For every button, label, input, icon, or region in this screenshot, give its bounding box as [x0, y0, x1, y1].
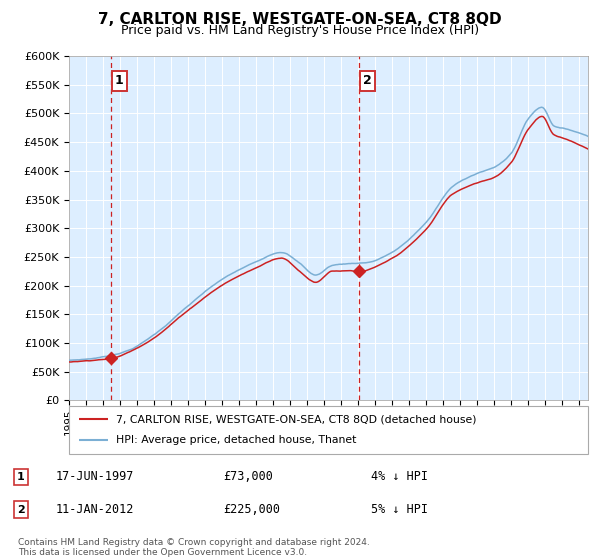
Text: 17-JUN-1997: 17-JUN-1997 — [56, 470, 134, 483]
Text: Price paid vs. HM Land Registry's House Price Index (HPI): Price paid vs. HM Land Registry's House … — [121, 24, 479, 37]
Text: HPI: Average price, detached house, Thanet: HPI: Average price, detached house, Than… — [116, 435, 356, 445]
Text: Contains HM Land Registry data © Crown copyright and database right 2024.
This d: Contains HM Land Registry data © Crown c… — [18, 538, 370, 557]
Text: 4% ↓ HPI: 4% ↓ HPI — [371, 470, 428, 483]
Text: £225,000: £225,000 — [224, 503, 281, 516]
Text: 7, CARLTON RISE, WESTGATE-ON-SEA, CT8 8QD: 7, CARLTON RISE, WESTGATE-ON-SEA, CT8 8Q… — [98, 12, 502, 27]
Text: 2: 2 — [17, 505, 25, 515]
Text: 11-JAN-2012: 11-JAN-2012 — [56, 503, 134, 516]
Text: £73,000: £73,000 — [224, 470, 274, 483]
Text: 7, CARLTON RISE, WESTGATE-ON-SEA, CT8 8QD (detached house): 7, CARLTON RISE, WESTGATE-ON-SEA, CT8 8Q… — [116, 414, 476, 424]
Text: 2: 2 — [363, 74, 371, 87]
Text: 1: 1 — [115, 74, 124, 87]
Text: 5% ↓ HPI: 5% ↓ HPI — [371, 503, 428, 516]
Text: 1: 1 — [17, 472, 25, 482]
